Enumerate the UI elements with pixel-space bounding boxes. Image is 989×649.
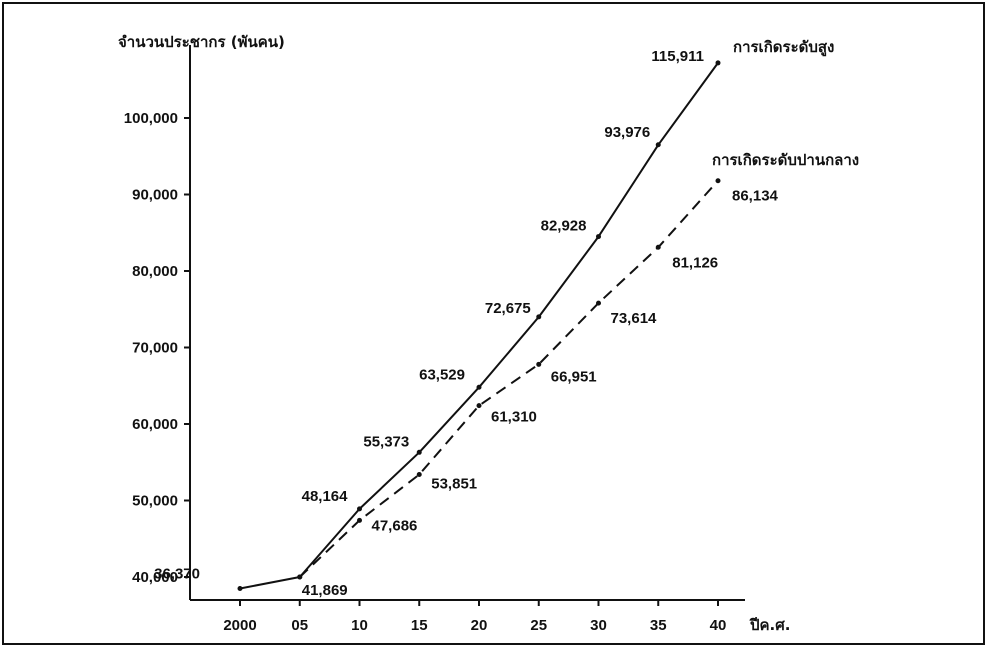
x-tick-label: 10 [351,617,368,634]
x-tick-label: 2000 [223,617,256,634]
series-label-high: การเกิดระดับสูง [733,38,834,57]
data-label: 63,529 [419,366,465,383]
data-point [715,178,721,184]
y-tick-label: 100,000 [124,110,178,127]
y-axis-title: จำนวนประชากร (พันคน) [118,33,285,51]
y-tick-label: 90,000 [132,187,178,204]
data-point [357,517,362,523]
y-tick-label: 60,000 [132,416,178,433]
data-label: 47,686 [372,517,418,534]
data-label: 81,126 [672,254,718,271]
x-axis-title: ปีค.ศ. [749,616,790,634]
x-tick-label: 15 [411,617,428,634]
y-tick-label: 50,000 [132,493,178,510]
data-label: 93,976 [604,124,650,141]
x-tick-label: 40 [710,617,727,634]
data-point [536,314,542,320]
y-tick-label: 80,000 [132,263,178,280]
data-point [655,142,661,148]
data-label: 82,928 [541,218,587,235]
data-label: 41,869 [302,582,348,599]
data-point [536,361,542,367]
x-tick-label: 30 [590,617,607,634]
data-label: 53,851 [431,475,477,492]
y-tick-label: 70,000 [132,340,178,357]
data-point [357,506,362,512]
x-tick-label: 25 [530,617,547,634]
x-tick-label: 20 [471,617,488,634]
data-label: 55,373 [363,433,409,450]
data-point [596,300,601,306]
data-label: 115,911 [651,48,704,65]
data-label: 72,675 [485,300,531,317]
data-point [655,244,661,250]
data-label: 73,614 [611,310,658,327]
x-tick-label: 35 [650,617,667,634]
data-point [715,60,721,66]
data-point [596,234,601,240]
data-point [476,384,482,390]
data-label: 61,310 [491,409,537,426]
data-label: 48,164 [302,488,349,505]
medium-birth-series-line [299,180,719,578]
series-label-medium: การเกิดระดับปานกลาง [712,151,859,169]
data-label: 36,370 [154,565,200,582]
x-tick-label: 05 [291,617,308,634]
data-point [416,449,422,455]
data-point [476,403,482,409]
data-point [237,585,243,591]
y-tick-label: 40,000 [132,569,178,586]
data-point [416,471,422,477]
data-label: 86,134 [732,188,779,205]
data-label: 66,951 [551,368,597,385]
data-point [297,574,303,580]
